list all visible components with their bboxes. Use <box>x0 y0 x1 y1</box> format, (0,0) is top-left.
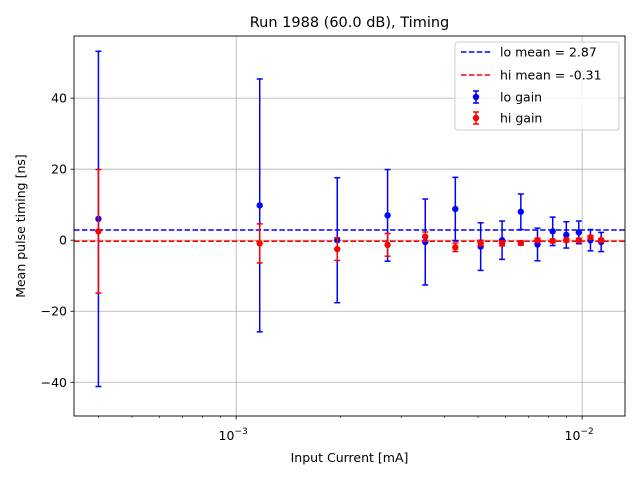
x-tick-exponent: −3 <box>234 427 247 437</box>
data-point <box>498 240 506 247</box>
data-point <box>575 229 583 236</box>
reference-lines <box>74 229 625 243</box>
legend-marker-swatch <box>472 93 480 101</box>
legend: lo mean = 2.87 hi mean = -0.31 lo gain hi g… <box>454 41 620 131</box>
data-point <box>384 241 391 249</box>
data-point <box>517 239 525 247</box>
chart-title: Run 1988 (60.0 dB), Timing <box>250 15 450 31</box>
legend-label: hi mean = -0.31 <box>500 68 602 83</box>
data-point <box>517 208 525 215</box>
data-point <box>575 237 583 244</box>
data-point <box>549 237 556 245</box>
plot-frame <box>73 35 626 417</box>
data-point <box>549 228 556 235</box>
data-series <box>95 50 605 388</box>
data-point <box>563 237 570 244</box>
legend-marker-swatch <box>472 114 480 122</box>
data-point <box>477 239 484 247</box>
x-tick-label: 10−2 <box>565 427 594 443</box>
y-tick-label: −40 <box>41 375 67 390</box>
data-point <box>95 228 102 235</box>
x-tick-base: 10 <box>219 428 235 443</box>
data-point <box>452 205 459 213</box>
y-tick-label: 40 <box>51 91 67 106</box>
data-point <box>452 244 459 251</box>
data-point <box>597 237 605 244</box>
data-point <box>384 212 391 219</box>
data-point <box>422 233 429 240</box>
legend-label: hi gain <box>500 111 542 126</box>
grid <box>74 36 625 416</box>
x-tick-label: 10−3 <box>219 427 248 443</box>
y-axis-label: Mean pulse timing [ns] <box>13 154 28 298</box>
x-tick-base: 10 <box>565 428 581 443</box>
data-point <box>256 240 263 247</box>
y-tick-label: −20 <box>41 304 67 319</box>
legend-label: lo mean = 2.87 <box>500 45 597 60</box>
y-tick-label: 0 <box>59 233 67 248</box>
x-tick-exponent: −2 <box>580 427 593 437</box>
legend-label: lo gain <box>500 90 542 105</box>
legend-box <box>454 41 620 131</box>
data-point <box>334 245 341 253</box>
data-point <box>563 231 570 239</box>
x-axis-label: Input Current [mA] <box>291 450 409 465</box>
data-point <box>256 202 263 209</box>
y-tick-label: 20 <box>51 162 67 177</box>
data-point <box>587 234 594 241</box>
data-point <box>534 237 541 244</box>
